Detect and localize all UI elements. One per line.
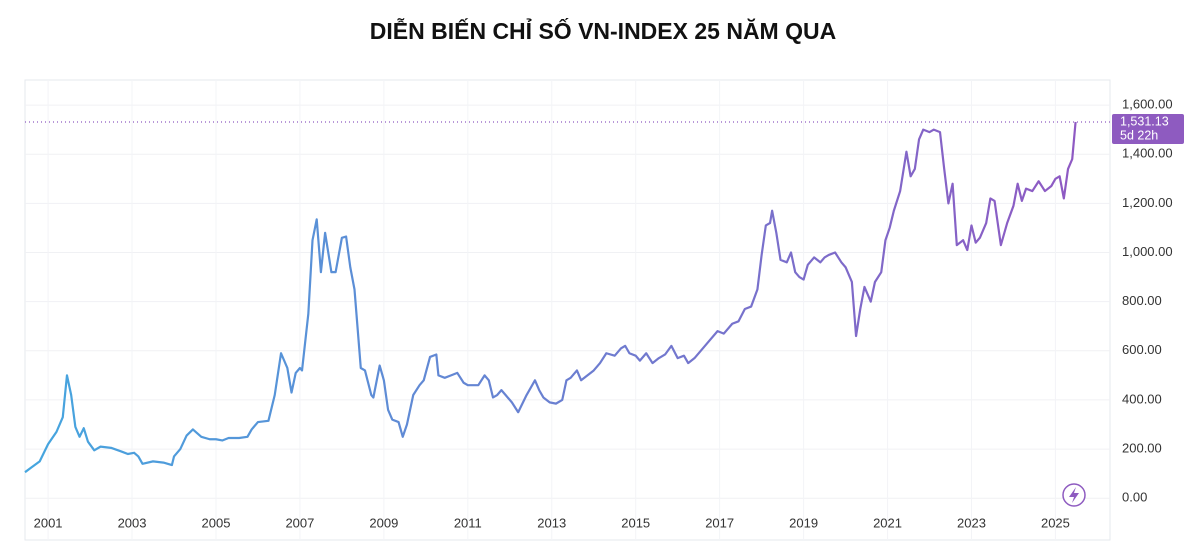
x-tick-label: 2023 xyxy=(957,515,986,530)
x-tick-label: 2009 xyxy=(369,515,398,530)
y-tick-label: 400.00 xyxy=(1122,391,1162,406)
y-tick-label: 1,400.00 xyxy=(1122,146,1173,161)
x-tick-label: 2021 xyxy=(873,515,902,530)
y-tick-label: 800.00 xyxy=(1122,293,1162,308)
last-price-box xyxy=(1112,113,1184,144)
x-tick-label: 2013 xyxy=(537,515,566,530)
y-tick-label: 1,000.00 xyxy=(1122,244,1173,259)
x-tick-label: 2025 xyxy=(1041,515,1070,530)
x-tick-label: 2019 xyxy=(789,515,818,530)
flash-icon xyxy=(1062,483,1086,507)
x-tick-label: 2001 xyxy=(34,515,63,530)
y-tick-label: 600.00 xyxy=(1122,342,1162,357)
x-tick-label: 2015 xyxy=(621,515,650,530)
y-tick-label: 1,200.00 xyxy=(1122,195,1173,210)
x-tick-label: 2007 xyxy=(285,515,314,530)
plot-frame xyxy=(24,79,1111,541)
y-tick-label: 200.00 xyxy=(1122,441,1162,456)
x-tick-label: 2011 xyxy=(454,515,482,530)
x-tick-label: 2017 xyxy=(705,515,734,530)
x-tick-label: 2003 xyxy=(118,515,147,530)
countdown-label: 5d 22h xyxy=(1120,128,1158,142)
x-tick-label: 2005 xyxy=(202,515,231,530)
last-price-label: 1,531.13 xyxy=(1120,114,1169,128)
series-line xyxy=(24,121,1077,474)
y-tick-label: 0.00 xyxy=(1122,490,1147,505)
chart-title: DIỄN BIẾN CHỈ SỐ VN-INDEX 25 NĂM QUA xyxy=(370,16,836,44)
y-tick-label: 1,600.00 xyxy=(1122,97,1173,112)
